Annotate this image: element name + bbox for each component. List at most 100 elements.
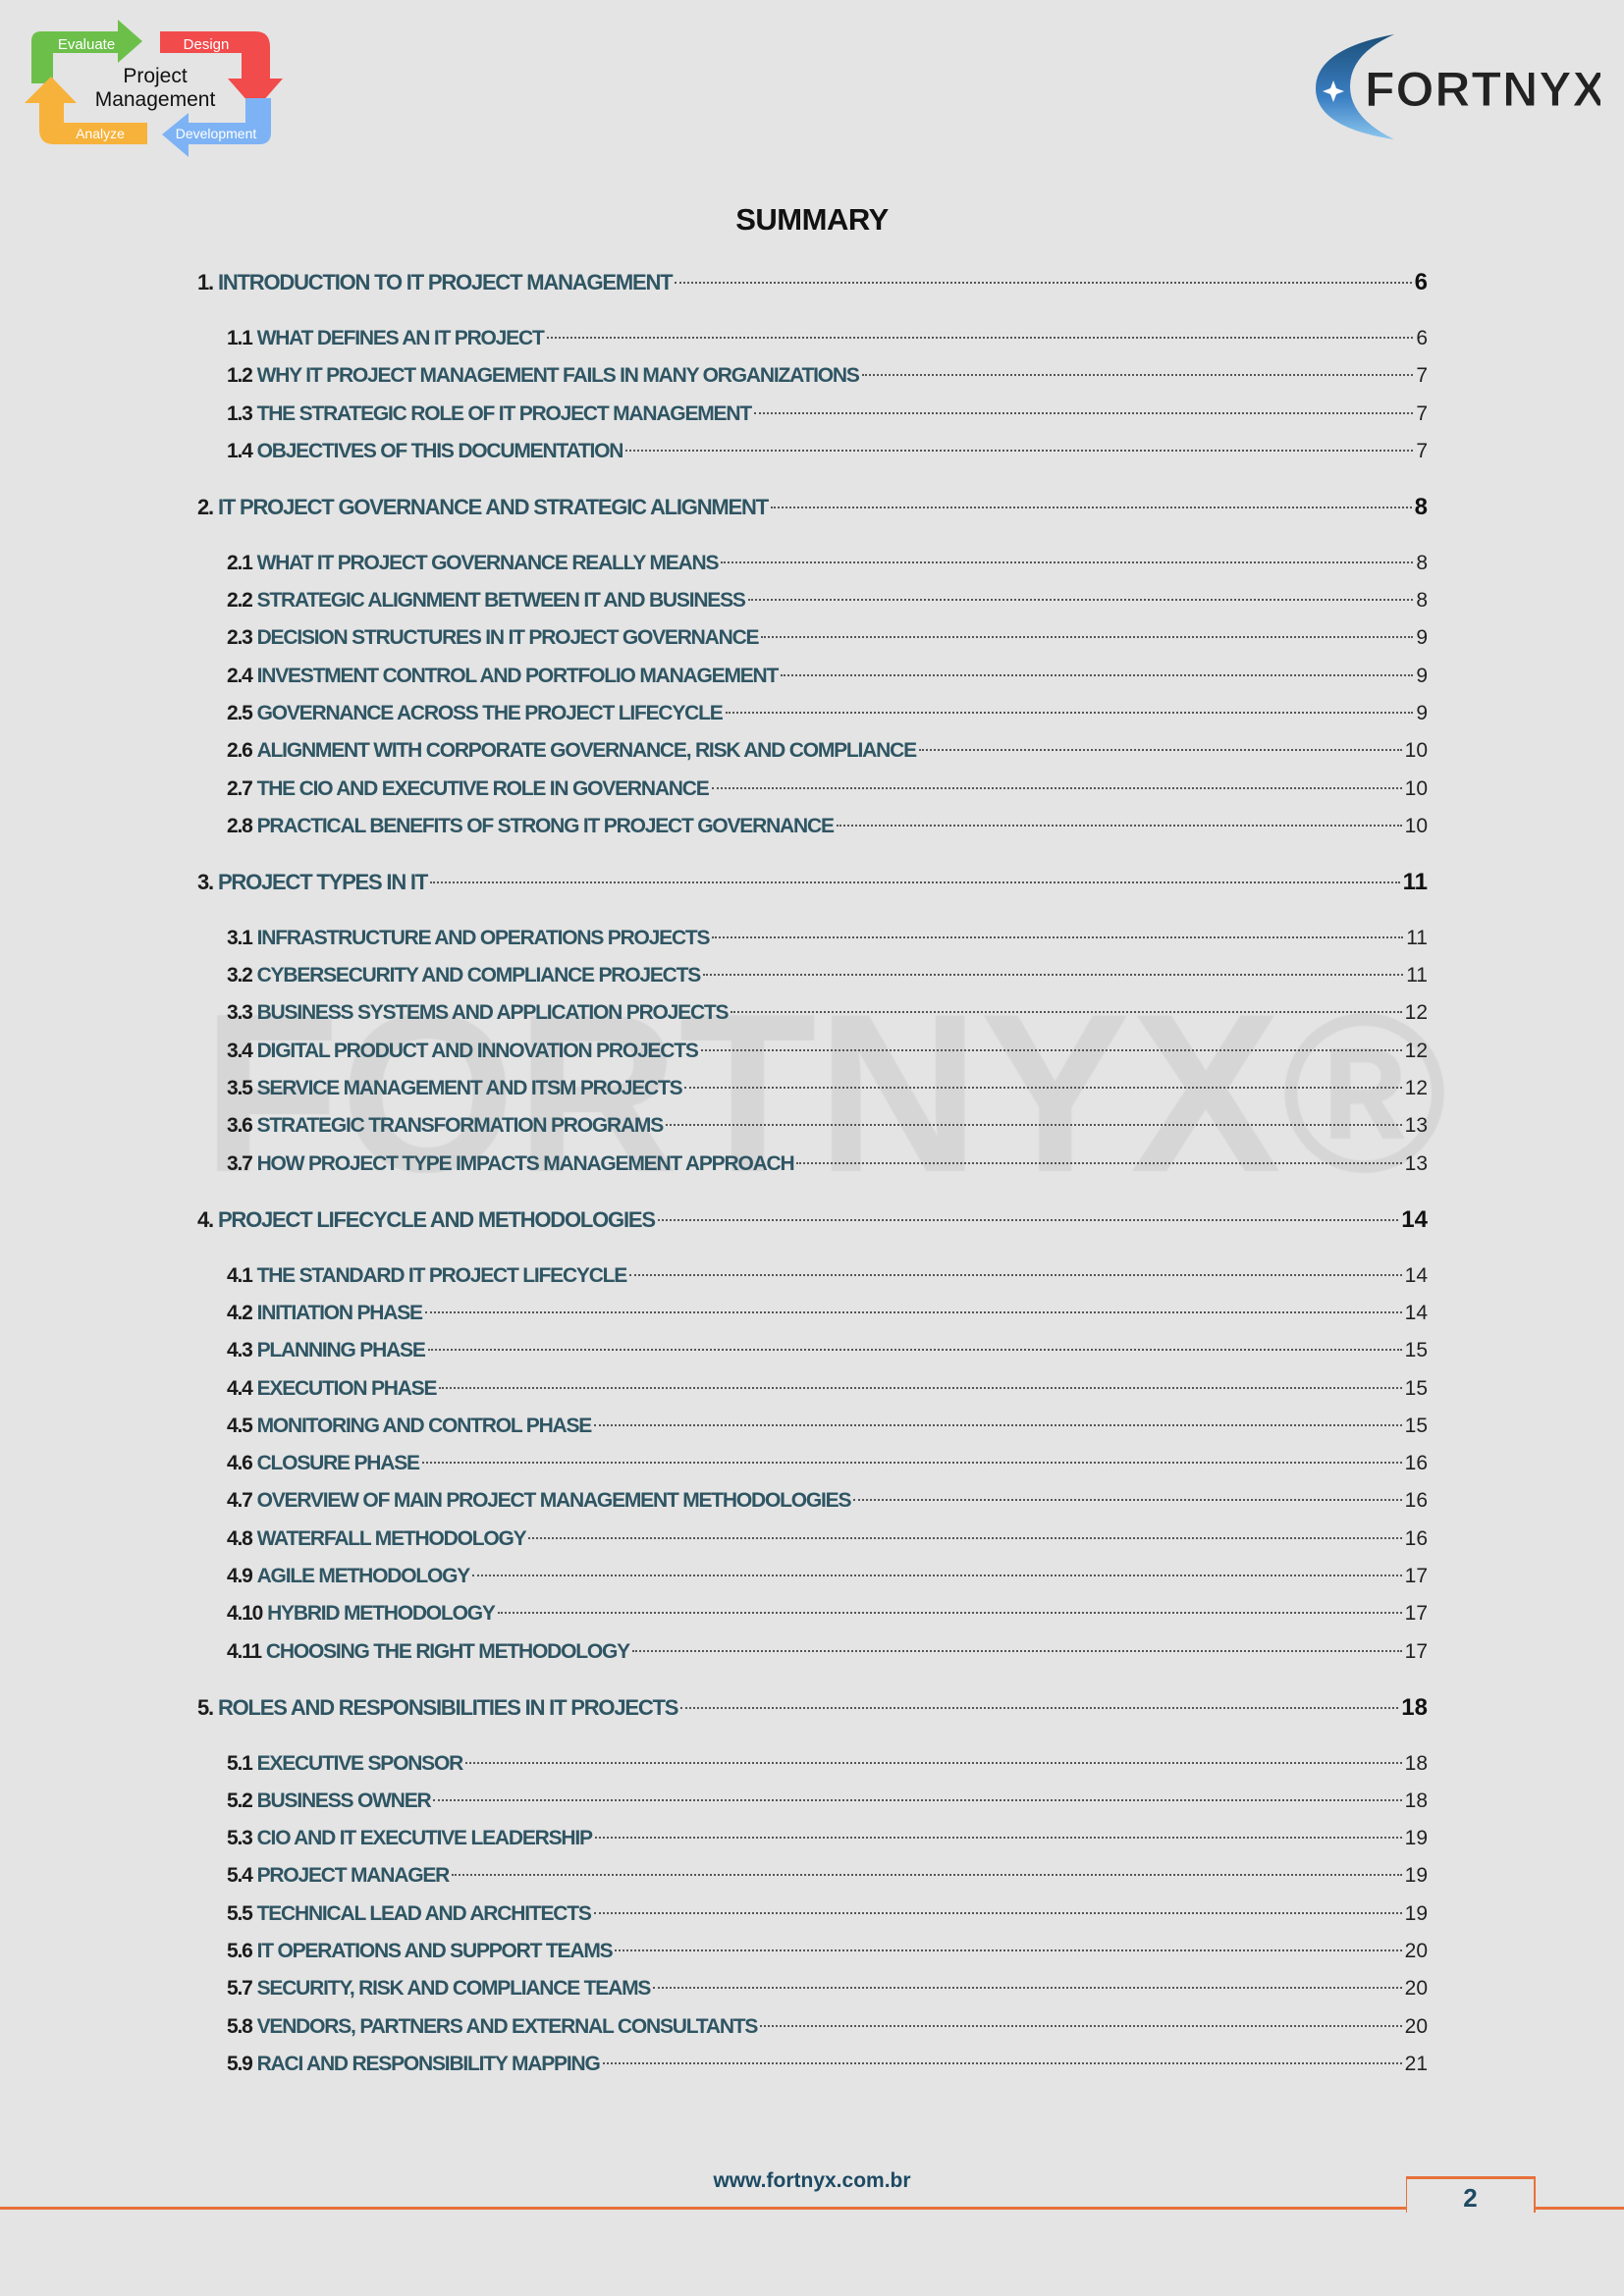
toc-entry[interactable]: 1.4 OBJECTIVES OF THIS DOCUMENTATION 7	[197, 433, 1428, 470]
toc-section[interactable]: 2. IT PROJECT GOVERNANCE AND STRATEGIC AL…	[197, 489, 1428, 526]
dot-leader	[731, 1011, 1402, 1014]
fortnyx-logo-text: FORTNYX	[1365, 62, 1600, 117]
footer-url[interactable]: www.fortnyx.com.br	[713, 2169, 911, 2192]
toc-entry[interactable]: 4.6 CLOSURE PHASE 16	[197, 1445, 1428, 1482]
toc-page-number: 19	[1404, 1864, 1428, 1888]
toc-entry[interactable]: 2.3 DECISION STRUCTURES IN IT PROJECT GOV…	[197, 619, 1428, 657]
toc-entry[interactable]: 4.3 PLANNING PHASE 15	[197, 1332, 1428, 1369]
toc-entry[interactable]: 1.3 THE STRATEGIC ROLE OF IT PROJECT MANA…	[197, 396, 1428, 433]
toc-label: STRATEGIC ALIGNMENT BETWEEN IT AND BUSIN…	[256, 589, 746, 613]
toc-section[interactable]: 1. INTRODUCTION TO IT PROJECT MANAGEMENT 6	[197, 264, 1428, 301]
toc-entry[interactable]: 5.6 IT OPERATIONS AND SUPPORT TEAMS 20	[197, 1933, 1428, 1970]
toc-entry[interactable]: 5.5 TECHNICAL LEAD AND ARCHITECTS 19	[197, 1896, 1428, 1933]
toc-entry[interactable]: 4.10 HYBRID METHODOLOGY 17	[197, 1595, 1428, 1632]
toc-entry[interactable]: 2.5 GOVERNANCE ACROSS THE PROJECT LIFECYC…	[197, 695, 1428, 732]
project-management-logo: Evaluate Design Development Analyze Proj…	[20, 20, 290, 157]
toc-entry[interactable]: 3.4 DIGITAL PRODUCT AND INNOVATION PROJEC…	[197, 1033, 1428, 1070]
toc-entry[interactable]: 2.1 WHAT IT PROJECT GOVERNANCE REALLY MEA…	[197, 545, 1428, 582]
toc-page-number: 16	[1404, 1526, 1428, 1550]
toc-number: 5.8	[227, 2014, 253, 2038]
dot-leader	[721, 561, 1414, 563]
dot-leader	[452, 1874, 1402, 1877]
dot-leader	[594, 1837, 1402, 1840]
toc-page-number: 8	[1416, 589, 1428, 613]
dot-leader	[711, 786, 1402, 789]
toc-entry[interactable]: 3.5 SERVICE MANAGEMENT AND ITSM PROJECTS 1…	[197, 1070, 1428, 1107]
toc-page-number: 12	[1404, 1039, 1428, 1062]
toc-entry[interactable]: 3.2 CYBERSECURITY AND COMPLIANCE PROJECTS…	[197, 957, 1428, 994]
dot-leader	[615, 1949, 1402, 1952]
toc-entry[interactable]: 5.9 RACI AND RESPONSIBILITY MAPPING 21	[197, 2046, 1428, 2083]
toc-entry[interactable]: 2.2 STRATEGIC ALIGNMENT BETWEEN IT AND BU…	[197, 582, 1428, 619]
toc-entry[interactable]: 4.2 INITIATION PHASE 14	[197, 1295, 1428, 1332]
toc-label: DIGITAL PRODUCT AND INNOVATION PROJECTS	[256, 1039, 699, 1062]
toc-entry[interactable]: 4.5 MONITORING AND CONTROL PHASE 15	[197, 1408, 1428, 1445]
toc-entry[interactable]: 5.4 PROJECT MANAGER 19	[197, 1857, 1428, 1895]
toc-label: MONITORING AND CONTROL PHASE	[256, 1414, 593, 1437]
dot-leader	[761, 636, 1414, 639]
dot-leader	[836, 824, 1402, 827]
toc-number: 5.7	[227, 1977, 253, 2001]
toc-entry[interactable]: 1.1 WHAT DEFINES AN IT PROJECT 6	[197, 320, 1428, 357]
toc-entry[interactable]: 2.8 PRACTICAL BENEFITS OF STRONG IT PROJE…	[197, 808, 1428, 845]
toc-number: 5.9	[227, 2052, 253, 2075]
toc-page-number: 11	[1406, 964, 1428, 988]
toc-entry[interactable]: 2.6 ALIGNMENT WITH CORPORATE GOVERNANCE, …	[197, 732, 1428, 770]
toc-entry[interactable]: 2.7 THE CIO AND EXECUTIVE ROLE IN GOVERNA…	[197, 771, 1428, 808]
toc-label: PROJECT TYPES IN IT	[217, 869, 428, 894]
logo-step-development: Development	[176, 126, 257, 141]
dot-leader	[546, 336, 1414, 339]
toc-entry[interactable]: 3.6 STRATEGIC TRANSFORMATION PROGRAMS 13	[197, 1107, 1428, 1145]
toc-entry[interactable]: 5.2 BUSINESS OWNER 18	[197, 1783, 1428, 1820]
toc-label: INFRASTRUCTURE AND OPERATIONS PROJECTS	[256, 926, 711, 949]
toc-entry[interactable]: 3.7 HOW PROJECT TYPE IMPACTS MANAGEMENT A…	[197, 1146, 1428, 1183]
toc-entry[interactable]: 4.7 OVERVIEW OF MAIN PROJECT MANAGEMENT M…	[197, 1482, 1428, 1520]
toc-entry[interactable]: 4.8 WATERFALL METHODOLOGY 16	[197, 1521, 1428, 1558]
dot-leader	[684, 1087, 1402, 1090]
toc-entry[interactable]: 5.3 CIO AND IT EXECUTIVE LEADERSHIP 19	[197, 1820, 1428, 1857]
toc-label: CLOSURE PHASE	[256, 1452, 420, 1475]
toc-label: DECISION STRUCTURES IN IT PROJECT GOVERN…	[256, 626, 760, 650]
toc-page-number: 17	[1404, 1602, 1428, 1626]
toc-number: 2.6	[227, 739, 253, 763]
dot-leader	[760, 2024, 1402, 2027]
dot-leader	[629, 1273, 1402, 1276]
toc-label: STRATEGIC TRANSFORMATION PROGRAMS	[256, 1114, 665, 1138]
toc-entry[interactable]: 3.1 INFRASTRUCTURE AND OPERATIONS PROJECT…	[197, 920, 1428, 957]
toc-entry[interactable]: 3.3 BUSINESS SYSTEMS AND APPLICATION PROJ…	[197, 994, 1428, 1032]
toc-number: 2.3	[227, 626, 253, 650]
dot-leader	[770, 506, 1412, 508]
toc-label: THE STRATEGIC ROLE OF IT PROJECT MANAGEM…	[256, 401, 753, 425]
toc-number: 2.	[197, 494, 214, 519]
toc-number: 4.5	[227, 1414, 253, 1437]
toc-entry[interactable]: 2.4 INVESTMENT CONTROL AND PORTFOLIO MANA…	[197, 658, 1428, 695]
toc-entry[interactable]: 4.1 THE STANDARD IT PROJECT LIFECYCLE 14	[197, 1257, 1428, 1295]
dot-leader	[433, 1798, 1402, 1801]
toc-number: 3.5	[227, 1077, 253, 1100]
footer-divider	[1535, 2207, 1624, 2210]
toc-label: PROJECT LIFECYCLE AND METHODOLOGIES	[217, 1206, 656, 1232]
toc-page-number: 17	[1404, 1639, 1428, 1663]
toc-entry[interactable]: 5.8 VENDORS, PARTNERS AND EXTERNAL CONSUL…	[197, 2008, 1428, 2046]
toc-entry[interactable]: 4.9 AGILE METHODOLOGY 17	[197, 1558, 1428, 1595]
toc-entry[interactable]: 1.2 WHY IT PROJECT MANAGEMENT FAILS IN MA…	[197, 357, 1428, 395]
toc-entry[interactable]: 5.7 SECURITY, RISK AND COMPLIANCE TEAMS 20	[197, 1970, 1428, 2007]
toc-section[interactable]: 5. ROLES AND RESPONSIBILITIES IN IT PROJE…	[197, 1689, 1428, 1727]
toc-section[interactable]: 3. PROJECT TYPES IN IT 11	[197, 864, 1428, 901]
toc-page-number: 11	[1402, 868, 1428, 895]
toc-section[interactable]: 4. PROJECT LIFECYCLE AND METHODOLOGIES 14	[197, 1201, 1428, 1239]
dot-leader	[861, 374, 1414, 377]
toc-number: 2.1	[227, 551, 253, 574]
dot-leader	[528, 1536, 1402, 1539]
toc-entry[interactable]: 5.1 EXECUTIVE SPONSOR 18	[197, 1745, 1428, 1783]
toc-number: 2.4	[227, 664, 253, 687]
toc-number: 1.2	[227, 364, 253, 388]
toc-entry[interactable]: 4.11 CHOOSING THE RIGHT METHODOLOGY 17	[197, 1633, 1428, 1671]
toc-entry[interactable]: 4.4 EXECUTION PHASE 15	[197, 1370, 1428, 1408]
toc-page-number: 6	[1416, 326, 1428, 349]
toc-number: 5.6	[227, 1940, 253, 1963]
toc-page-number: 18	[1404, 1751, 1428, 1775]
toc-number: 5.5	[227, 1901, 253, 1925]
toc-number: 4.3	[227, 1339, 253, 1362]
dot-leader	[918, 749, 1402, 752]
